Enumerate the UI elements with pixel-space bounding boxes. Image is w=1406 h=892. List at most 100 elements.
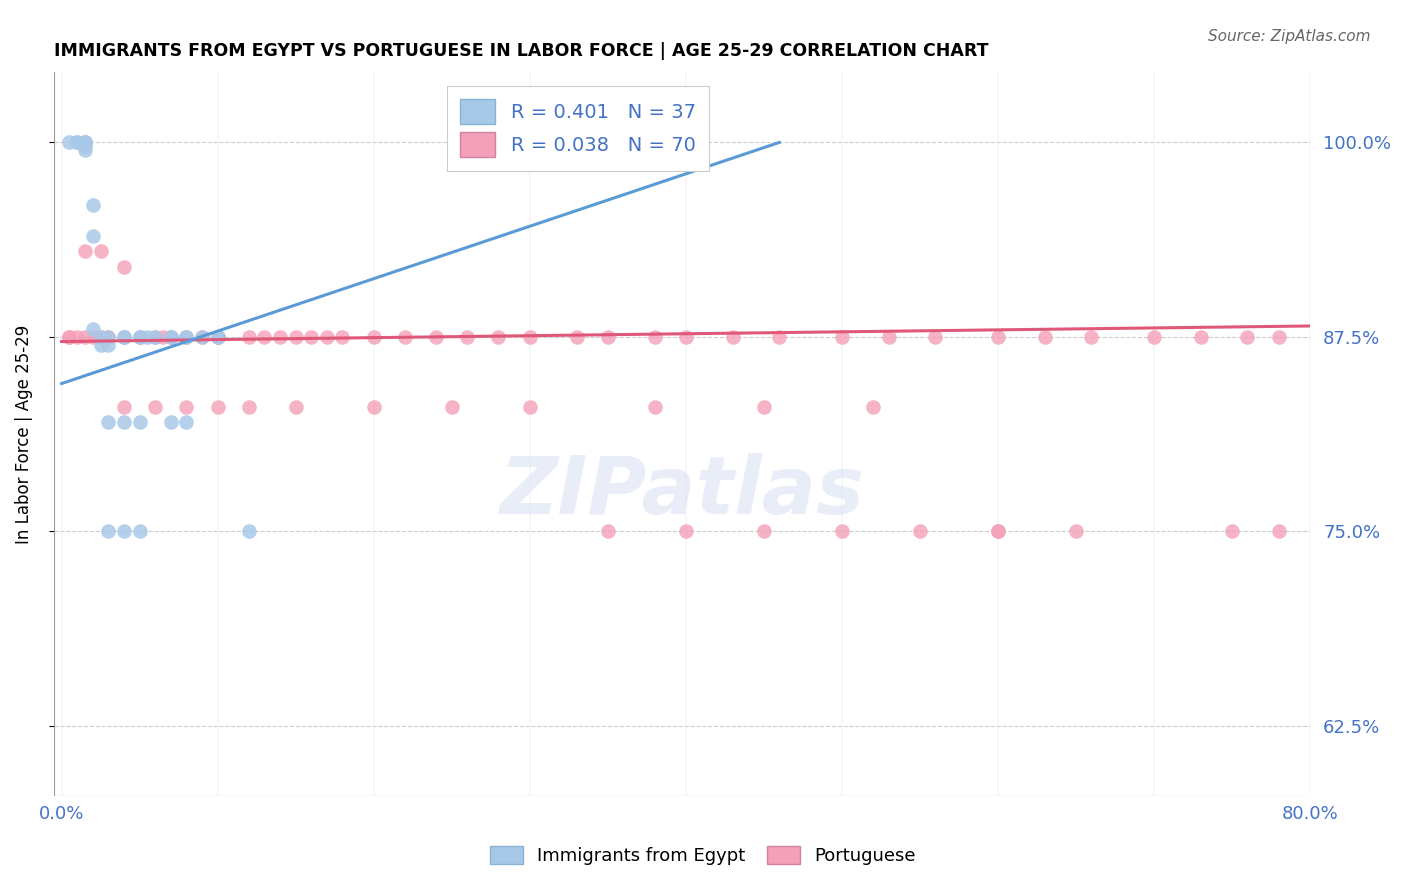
Legend: R = 0.401   N = 37, R = 0.038   N = 70: R = 0.401 N = 37, R = 0.038 N = 70 (447, 86, 710, 170)
Point (128, 330, 150, 344)
Point (207, 330, 229, 344)
Point (877, 330, 900, 344)
Point (152, 330, 174, 344)
Point (675, 330, 697, 344)
Point (253, 330, 276, 344)
Point (299, 330, 322, 344)
Point (112, 524, 135, 539)
Point (987, 330, 1010, 344)
Point (66, 330, 89, 344)
Point (90, 337, 112, 351)
Point (66, 136, 89, 150)
Point (596, 524, 619, 539)
Point (128, 330, 150, 344)
Point (1236, 330, 1258, 344)
Point (128, 416, 150, 430)
Point (1064, 524, 1087, 539)
Text: ZIPatlas: ZIPatlas (499, 453, 865, 531)
Point (90, 330, 112, 344)
Point (97, 416, 120, 430)
Point (238, 330, 260, 344)
Point (332, 330, 354, 344)
Point (176, 330, 198, 344)
Point (831, 330, 853, 344)
Point (394, 330, 416, 344)
Text: IMMIGRANTS FROM EGYPT VS PORTUGUESE IN LABOR FORCE | AGE 25-29 CORRELATION CHART: IMMIGRANTS FROM EGYPT VS PORTUGUESE IN L… (53, 42, 988, 60)
Point (82, 228, 104, 243)
Point (315, 330, 337, 344)
Point (1267, 330, 1289, 344)
Point (644, 330, 666, 344)
Point (58, 330, 80, 344)
Point (363, 400, 385, 414)
Point (73, 136, 96, 150)
Point (425, 330, 447, 344)
Point (207, 330, 229, 344)
Point (191, 330, 214, 344)
Point (97, 330, 120, 344)
Point (1080, 330, 1102, 344)
Point (160, 330, 183, 344)
Legend: Immigrants from Egypt, Portuguese: Immigrants from Egypt, Portuguese (484, 838, 922, 872)
Point (207, 330, 229, 344)
Point (97, 330, 120, 344)
Point (160, 330, 183, 344)
Point (112, 330, 135, 344)
Point (143, 400, 166, 414)
Point (82, 330, 104, 344)
Point (128, 330, 150, 344)
Point (112, 400, 135, 414)
Point (112, 260, 135, 274)
Point (73, 143, 96, 157)
Point (675, 524, 697, 539)
Point (519, 400, 541, 414)
Point (82, 322, 104, 336)
Point (768, 330, 790, 344)
Point (565, 330, 588, 344)
Point (440, 400, 463, 414)
Point (1143, 330, 1166, 344)
Point (97, 524, 120, 539)
Point (73, 138, 96, 153)
Point (97, 337, 120, 351)
Point (58, 330, 80, 344)
Point (82, 197, 104, 211)
Point (176, 330, 198, 344)
Point (160, 416, 183, 430)
Point (1267, 524, 1289, 539)
Point (128, 524, 150, 539)
Point (363, 330, 385, 344)
Point (160, 330, 183, 344)
Point (924, 330, 946, 344)
Point (519, 330, 541, 344)
Point (90, 244, 112, 259)
Point (596, 330, 619, 344)
Point (90, 330, 112, 344)
Point (143, 330, 166, 344)
Point (207, 330, 229, 344)
Point (1033, 330, 1056, 344)
Point (908, 524, 931, 539)
Point (73, 244, 96, 259)
Point (488, 330, 510, 344)
Point (238, 400, 260, 414)
Point (112, 416, 135, 430)
Point (73, 136, 96, 150)
Point (238, 524, 260, 539)
Point (136, 330, 159, 344)
Point (176, 400, 198, 414)
Point (456, 330, 478, 344)
Point (191, 330, 214, 344)
Point (987, 524, 1010, 539)
Point (987, 524, 1010, 539)
Point (1189, 330, 1212, 344)
Point (721, 330, 744, 344)
Point (143, 330, 166, 344)
Point (73, 330, 96, 344)
Point (176, 416, 198, 430)
Point (862, 400, 884, 414)
Point (207, 400, 229, 414)
Text: Source: ZipAtlas.com: Source: ZipAtlas.com (1208, 29, 1371, 45)
Point (66, 136, 89, 150)
Point (831, 524, 853, 539)
